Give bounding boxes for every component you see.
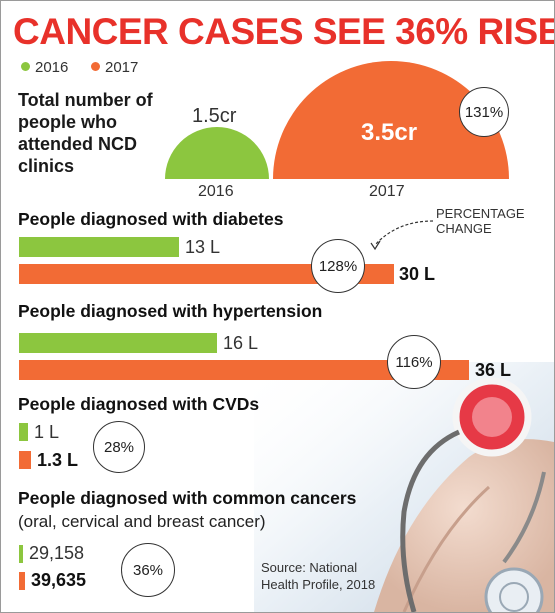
cvds-heading: People diagnosed with CVDs [18,394,260,414]
cancers-value-2016: 29,158 [29,543,85,563]
legend-item-2017: 2017 [91,59,138,76]
year-label-2016: 2016 [198,183,234,200]
hypertension-value-2016: 16 L [223,333,259,353]
cancers-value-2017: 39,635 [31,570,87,590]
cancers-heading: People diagnosed with common cancers [18,488,357,508]
curved-arrow-icon [370,220,434,251]
bar-cvds-2016 [19,423,28,441]
hypertension-change-circle: 116% [387,335,441,389]
ncd-change-circle: 131% [459,87,509,137]
stethoscope-illustration [254,362,554,612]
bar-diabetes-2016 [19,237,179,257]
diabetes-change-circle: 128% [311,239,365,293]
source-note: Source: National Health Profile, 2018 [261,560,376,592]
bar-cancers-2016 [19,545,23,563]
ncd-value-2016: 1.5cr [192,105,237,127]
year-label-2017: 2017 [369,183,405,200]
legend-item-2016: 2016 [21,59,68,76]
hypertension-heading: People diagnosed with hypertension [18,301,323,321]
semicircle-2016 [165,127,269,179]
bar-hypertension-2017 [19,360,469,380]
bar-diabetes-2017 [19,264,394,284]
orange-dot-icon [91,62,100,71]
diabetes-value-2016: 13 L [185,237,221,257]
cancers-change-circle: 36% [121,543,175,597]
cvds-value-2016: 1 L [34,422,60,442]
ncd-clinics-label: Total number of people who attended NCD … [18,90,153,176]
infographic-title: CANCER CASES SEE 36% RISE [13,11,555,52]
diabetes-heading: People diagnosed with diabetes [18,209,284,229]
ncd-value-2017: 3.5cr [361,119,418,146]
bar-cvds-2017 [19,451,31,469]
bar-cancers-2017 [19,572,25,590]
diabetes-value-2017: 30 L [399,264,436,284]
bar-hypertension-2016 [19,333,217,353]
cancers-subheading: (oral, cervical and breast cancer) [18,512,266,531]
green-dot-icon [21,62,30,71]
hypertension-value-2017: 36 L [475,360,512,380]
cvds-change-circle: 28% [93,421,145,473]
cvds-value-2017: 1.3 L [37,450,79,470]
percentage-change-note: PERCENTAGE CHANGE [436,206,525,236]
